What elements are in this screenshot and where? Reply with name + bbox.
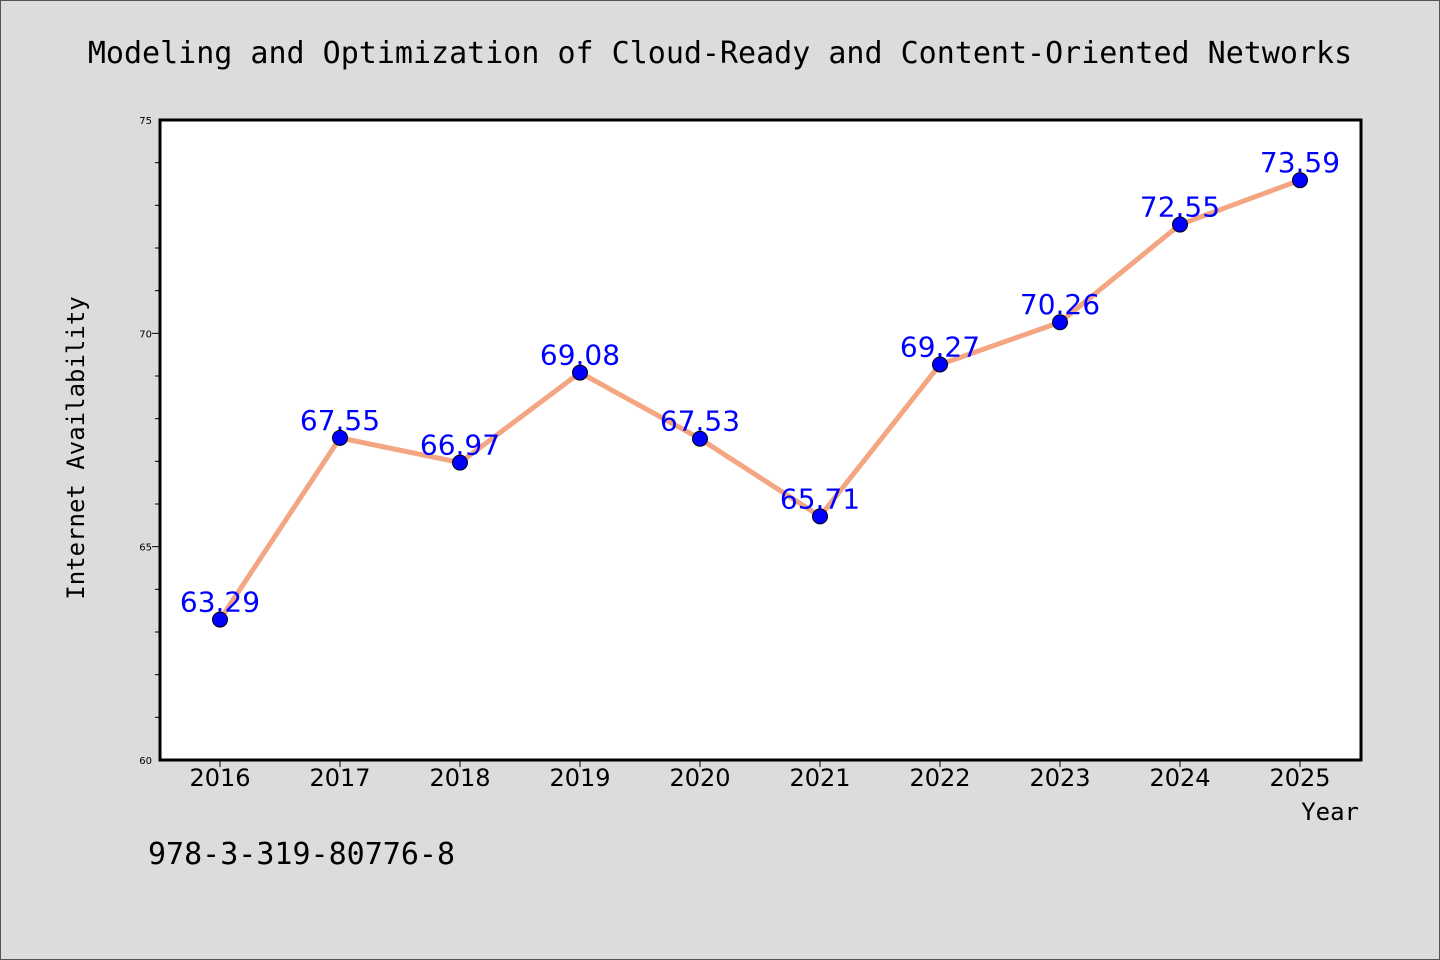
x-tick-label: 2022: [909, 764, 970, 792]
data-labels: 63.29 67.55 66.97 69.08 67.53 65.71 69.27 70.26…: [180, 146, 1340, 618]
data-point: [1172, 216, 1188, 233]
data-label: 67.53: [660, 405, 740, 438]
data-point: [1052, 314, 1068, 331]
data-point: [452, 454, 468, 471]
y-tick-label: 70: [139, 329, 152, 340]
data-label: 65.71: [780, 482, 860, 515]
isbn-annotation: 978-3-319-80776-8: [148, 837, 455, 872]
y-tick-label: 75: [139, 116, 152, 127]
data-label: 70.26: [1020, 288, 1100, 321]
data-point: [212, 611, 228, 628]
x-tick-label: 2021: [789, 764, 850, 792]
data-label: 67.55: [300, 404, 380, 437]
x-axis: 2016 2017 2018 2019 2020 2021 2022 2023 2024 2025: [189, 760, 1331, 792]
series-line: [217, 177, 1301, 622]
data-point: [1292, 172, 1308, 189]
data-label: 72.55: [1140, 191, 1220, 224]
data-point: [332, 429, 348, 446]
data-label: 66.97: [420, 429, 500, 462]
x-tick-label: 2016: [189, 764, 250, 792]
x-axis-label: Year: [1301, 798, 1359, 826]
y-tick-label: 60: [139, 756, 152, 767]
x-tick-label: 2025: [1269, 764, 1330, 792]
y-tick-label: 65: [139, 543, 152, 554]
data-markers: [212, 172, 1308, 628]
x-tick-label: 2020: [669, 764, 730, 792]
y-axis-label: Internet Availability: [62, 296, 90, 599]
data-label: 63.29: [180, 586, 260, 619]
data-point: [692, 430, 708, 447]
data-point: [812, 508, 828, 525]
data-point: [932, 356, 948, 373]
chart-title: Modeling and Optimization of Cloud-Ready…: [88, 36, 1352, 71]
data-point: [572, 364, 588, 381]
x-tick-label: 2018: [429, 764, 490, 792]
x-tick-label: 2023: [1029, 764, 1090, 792]
x-tick-label: 2024: [1149, 764, 1210, 792]
y-axis: 60 65 70 75: [139, 116, 160, 767]
data-label: 73.59: [1260, 146, 1340, 179]
data-label: 69.08: [540, 339, 620, 372]
data-label: 69.27: [900, 330, 980, 363]
x-tick-label: 2019: [549, 764, 610, 792]
x-tick-label: 2017: [309, 764, 370, 792]
